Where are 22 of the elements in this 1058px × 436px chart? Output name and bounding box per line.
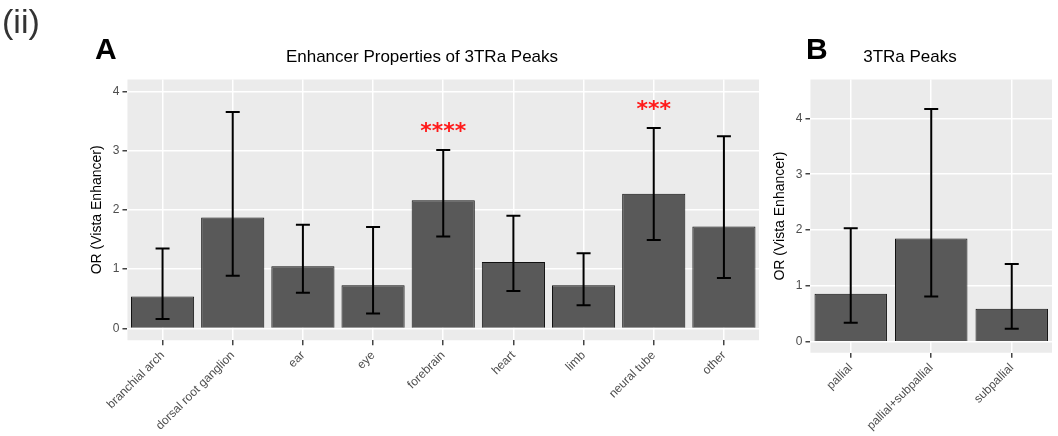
x-tick-label: eye [353, 347, 378, 372]
y-tick-label: 2 [795, 222, 803, 237]
x-tick-label: limb [562, 347, 589, 374]
y-axis-title: OR (Vista Enhancer) [771, 151, 788, 281]
y-tick-label: 0 [795, 333, 803, 348]
y-axis-title: OR (Vista Enhancer) [88, 145, 105, 275]
chart-title: 3TRa Peaks [863, 46, 957, 66]
y-tick-label: 3 [112, 142, 120, 157]
y-tick-label: 4 [112, 83, 120, 98]
chart-title: Enhancer Properties of 3TRa Peaks [285, 46, 559, 66]
y-tick-label: 1 [795, 278, 803, 293]
annotation: *** [636, 95, 672, 121]
y-tick-label: 2 [112, 202, 120, 217]
x-tick-label: ear [285, 347, 308, 371]
y-tick-label: 3 [795, 166, 803, 181]
text: (ii) [2, 2, 40, 41]
text: B [806, 32, 828, 66]
text: A [95, 32, 117, 66]
y-tick-label: 4 [795, 110, 803, 125]
y-tick-label: 1 [112, 261, 120, 276]
y-tick-label: 0 [112, 320, 120, 335]
annotation: **** [420, 117, 467, 143]
